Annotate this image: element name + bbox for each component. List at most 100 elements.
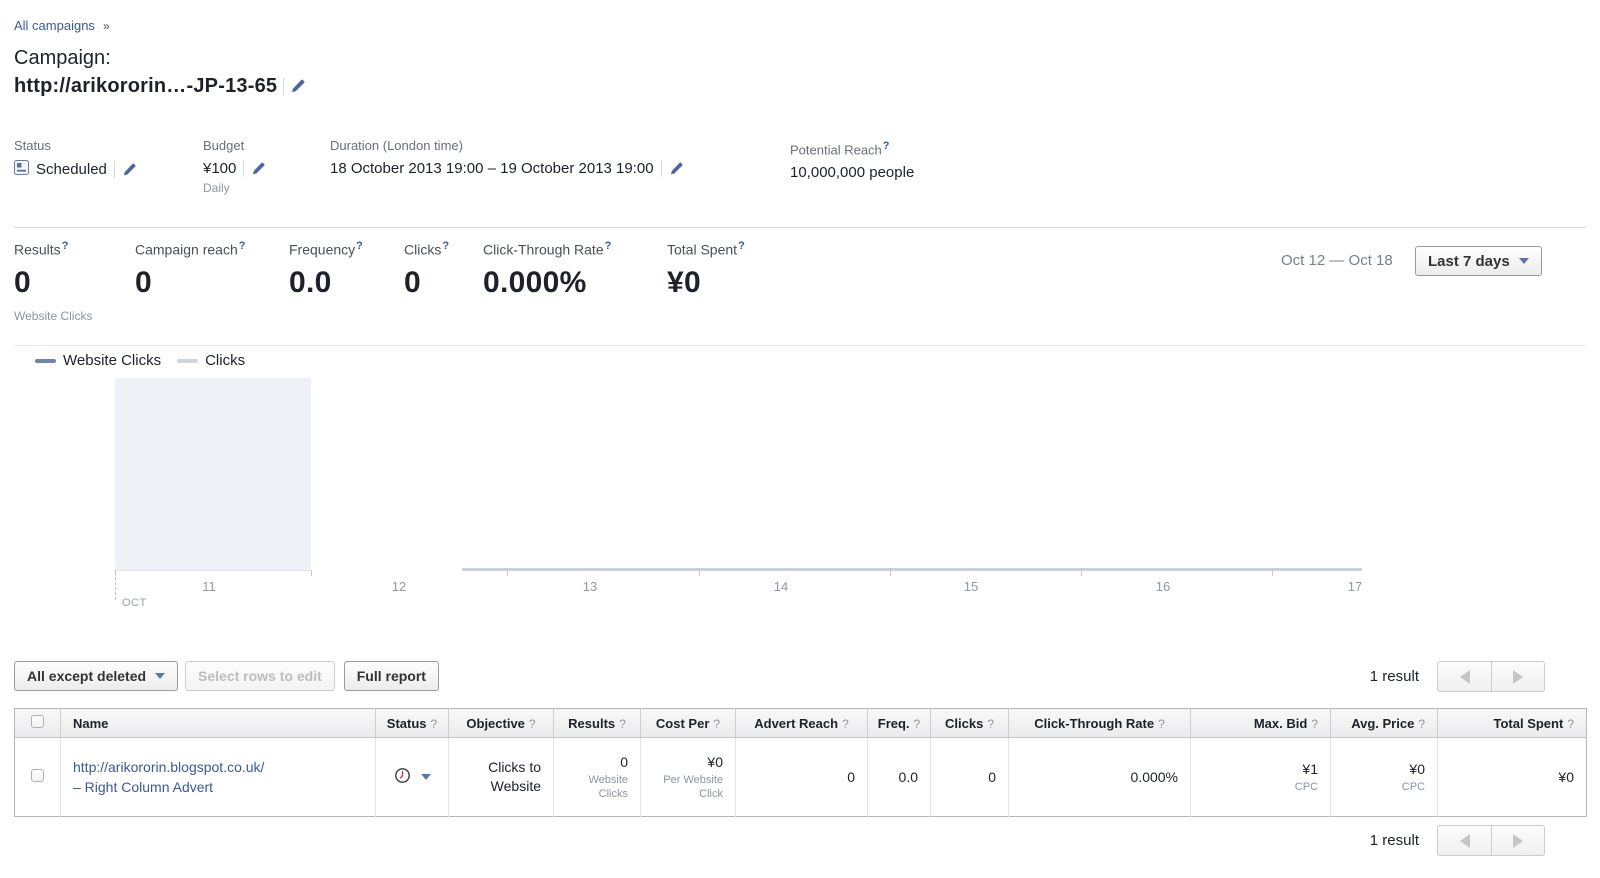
x-axis-label: 17 bbox=[1347, 579, 1363, 594]
legend-item-website-clicks: Website Clicks bbox=[35, 352, 161, 369]
table-toolbar: All except deleted Select rows to edit F… bbox=[14, 661, 439, 691]
x-axis-label: 12 bbox=[391, 579, 407, 594]
budget-label: Budget bbox=[203, 138, 245, 153]
legend-label: Website Clicks bbox=[63, 352, 162, 369]
help-icon[interactable]: ? bbox=[430, 716, 438, 731]
stat-frequency: Frequency? 0.0 bbox=[289, 240, 363, 300]
legend-label: Clicks bbox=[205, 352, 246, 369]
help-icon[interactable]: ? bbox=[1311, 716, 1318, 731]
stat-value: 0 bbox=[135, 265, 152, 299]
advert-name-link[interactable]: http://arikororin.blogspot.co.uk/ – Righ… bbox=[73, 759, 265, 795]
arrow-left-icon bbox=[1459, 833, 1470, 848]
divider bbox=[243, 160, 245, 177]
select-rows-button[interactable]: Select rows to edit bbox=[185, 661, 335, 691]
potential-reach-label: Potential Reach? bbox=[790, 140, 890, 158]
help-icon[interactable]: ? bbox=[619, 716, 626, 731]
budget-period: Daily bbox=[203, 181, 230, 195]
column-header-clicks[interactable]: Clicks? bbox=[930, 708, 1009, 738]
column-header-cost-per[interactable]: Cost Per? bbox=[640, 708, 736, 738]
divider bbox=[14, 345, 1586, 346]
column-header-avg-price[interactable]: Avg. Price? bbox=[1330, 708, 1438, 738]
status-label: Status bbox=[14, 138, 51, 153]
help-icon[interactable]: ? bbox=[1418, 716, 1425, 731]
help-icon[interactable]: ? bbox=[738, 240, 745, 252]
breadcrumb: All campaigns » bbox=[14, 18, 110, 33]
arrow-left-icon bbox=[1459, 669, 1470, 684]
previous-page-button[interactable] bbox=[1437, 825, 1491, 856]
column-header-objective[interactable]: Objective? bbox=[448, 708, 554, 738]
month-boundary-line bbox=[115, 572, 116, 600]
x-axis-label: 14 bbox=[773, 579, 789, 594]
column-header-ctr[interactable]: Click-Through Rate? bbox=[1008, 708, 1191, 738]
result-count: 1 result bbox=[1369, 832, 1419, 849]
help-icon[interactable]: ? bbox=[61, 240, 69, 252]
column-header-name[interactable]: Name bbox=[60, 708, 376, 738]
help-icon[interactable]: ? bbox=[987, 716, 994, 731]
row-select-cell bbox=[14, 737, 61, 817]
help-icon[interactable]: ? bbox=[1158, 716, 1165, 731]
status-dropdown-icon[interactable] bbox=[420, 774, 431, 780]
help-icon[interactable]: ? bbox=[913, 716, 921, 731]
edit-duration-icon[interactable] bbox=[669, 161, 684, 176]
date-range-selector[interactable]: Last 7 days bbox=[1415, 246, 1542, 276]
select-all-checkbox[interactable] bbox=[31, 715, 44, 728]
x-axis-label: 15 bbox=[963, 579, 979, 594]
stat-campaign-reach: Campaign reach? 0 bbox=[135, 240, 245, 300]
row-checkbox[interactable] bbox=[31, 769, 44, 782]
axis-tick bbox=[311, 570, 312, 576]
page-title: Campaign: http://arikororin…-JP-13-65 bbox=[14, 44, 306, 100]
help-icon[interactable]: ? bbox=[238, 240, 246, 252]
stat-value: 0.0 bbox=[289, 265, 332, 299]
select-all-header bbox=[14, 708, 61, 738]
help-icon[interactable]: ? bbox=[1567, 716, 1574, 731]
edit-budget-icon[interactable] bbox=[251, 161, 266, 176]
axis-tick bbox=[1272, 568, 1273, 576]
budget-section: Budget ¥100 Daily bbox=[203, 138, 266, 195]
help-icon[interactable]: ? bbox=[604, 240, 612, 252]
help-icon[interactable]: ? bbox=[442, 240, 450, 252]
stat-sublabel: Website Clicks bbox=[14, 308, 93, 323]
help-icon[interactable]: ? bbox=[882, 140, 890, 152]
table-header-row: Name Status? Objective? Results? Cost Pe… bbox=[14, 708, 1587, 738]
total-spent-cell: ¥0 bbox=[1437, 737, 1587, 817]
all-campaigns-link[interactable]: All campaigns bbox=[14, 18, 95, 33]
column-header-results[interactable]: Results? bbox=[553, 708, 641, 738]
stat-label: Frequency bbox=[289, 241, 356, 258]
chart-band-baseline bbox=[115, 570, 312, 571]
column-header-total-spent[interactable]: Total Spent? bbox=[1437, 708, 1587, 738]
avg-price-cell: ¥0 CPC bbox=[1330, 737, 1438, 817]
campaign-label: Campaign: bbox=[14, 47, 111, 69]
column-header-status[interactable]: Status? bbox=[375, 708, 449, 738]
edit-campaign-name-icon[interactable] bbox=[290, 78, 306, 94]
scheduled-icon bbox=[14, 160, 29, 179]
full-report-button[interactable]: Full report bbox=[343, 661, 439, 691]
help-icon[interactable]: ? bbox=[842, 716, 849, 731]
help-icon[interactable]: ? bbox=[713, 716, 721, 731]
duration-section: Duration (London time) 18 October 2013 1… bbox=[330, 138, 684, 177]
column-header-max-bid[interactable]: Max. Bid? bbox=[1190, 708, 1331, 738]
stat-value: 0.000% bbox=[483, 265, 587, 299]
column-header-freq[interactable]: Freq.? bbox=[867, 708, 931, 738]
filter-dropdown-button[interactable]: All except deleted bbox=[14, 661, 179, 691]
adverts-table: Name Status? Objective? Results? Cost Pe… bbox=[14, 708, 1587, 817]
status-value: Scheduled bbox=[36, 161, 107, 178]
help-icon[interactable]: ? bbox=[356, 240, 363, 252]
stat-value: ¥0 bbox=[667, 265, 701, 299]
next-page-button[interactable] bbox=[1491, 825, 1545, 856]
axis-tick bbox=[699, 568, 700, 576]
date-range-text: Oct 12 — Oct 18 bbox=[1281, 252, 1393, 269]
previous-page-button[interactable] bbox=[1437, 661, 1491, 692]
stat-label: Click-Through Rate bbox=[483, 241, 604, 258]
edit-status-icon[interactable] bbox=[122, 162, 137, 177]
campaign-name: http://arikororin…-JP-13-65 bbox=[14, 75, 278, 97]
budget-value: ¥100 bbox=[203, 160, 237, 177]
arrow-right-icon bbox=[1513, 833, 1523, 848]
help-icon[interactable]: ? bbox=[528, 716, 536, 731]
divider bbox=[14, 227, 1586, 228]
divider bbox=[283, 77, 285, 95]
next-page-button[interactable] bbox=[1491, 661, 1545, 692]
filter-dropdown-label: All except deleted bbox=[27, 668, 147, 684]
ctr-cell: 0.000% bbox=[1008, 737, 1191, 817]
column-header-advert-reach[interactable]: Advert Reach? bbox=[735, 708, 868, 738]
duration-value: 18 October 2013 19:00 – 19 October 2013 … bbox=[330, 160, 654, 177]
